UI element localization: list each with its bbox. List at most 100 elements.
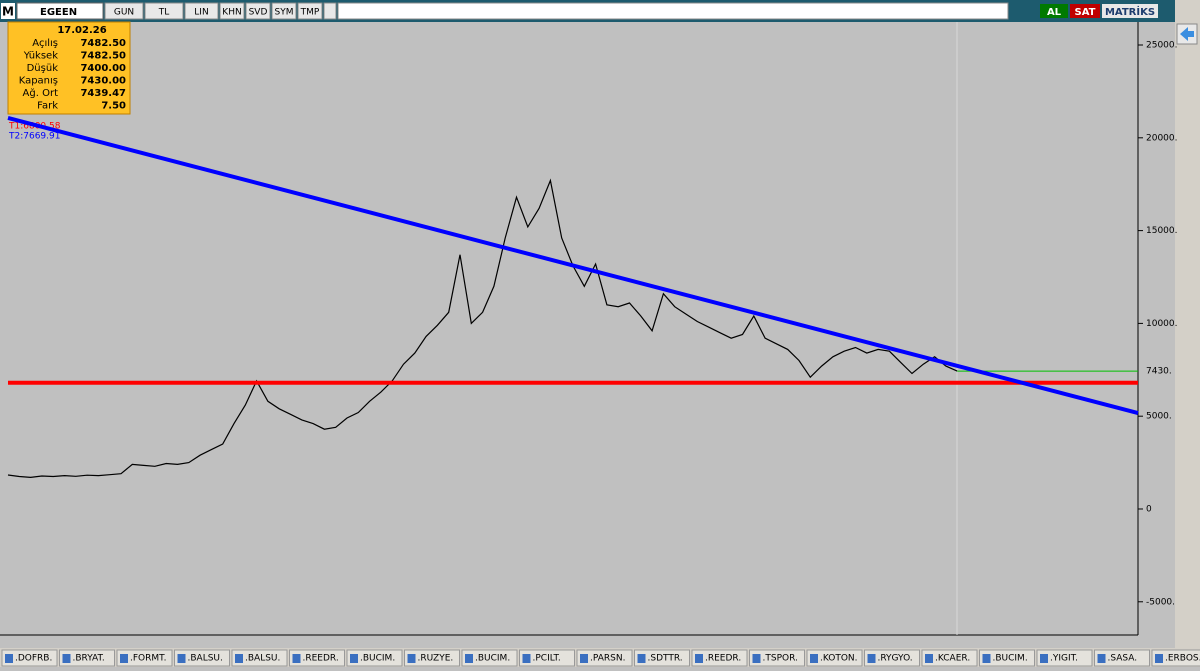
toolbar-button-label: TMP: [300, 8, 320, 18]
dropdown[interactable]: [323, 2, 337, 20]
tab-icon: [695, 654, 703, 663]
y-tick-label: 20000.: [1146, 133, 1178, 143]
tab-icon: [752, 654, 761, 663]
toolbar-button[interactable]: [104, 2, 144, 20]
tab-icon: [235, 654, 243, 663]
tab[interactable]: [519, 649, 575, 667]
toolbar-button-label: LIN: [194, 8, 208, 18]
info-value: 7430.00: [80, 76, 126, 87]
tab[interactable]: [231, 649, 288, 667]
price-line: [7, 178, 958, 479]
tab-icon: [292, 654, 301, 663]
y-axis-area: [1138, 22, 1175, 648]
info-value: 7.50: [101, 101, 126, 112]
plot-area: [0, 22, 1138, 635]
tab-label: .REEDR.: [303, 654, 339, 664]
tab-icon: [522, 654, 531, 663]
info-value: 7482.50: [80, 51, 126, 62]
tab-icon: [407, 654, 416, 663]
tab-label: .SASA.: [1108, 654, 1138, 664]
tab-icon: [120, 654, 128, 663]
tab[interactable]: [1151, 649, 1200, 667]
tab[interactable]: [576, 649, 633, 667]
tab[interactable]: [749, 649, 805, 667]
toolbar-button[interactable]: [297, 2, 323, 20]
toolbar-button[interactable]: [219, 2, 245, 20]
toolbar-button[interactable]: [184, 2, 219, 20]
tab-label: .KOTON.: [820, 654, 858, 664]
tab-label: .BALSU.: [245, 654, 280, 664]
info-value: 7482.50: [80, 38, 126, 49]
toolbar-button[interactable]: [144, 2, 184, 20]
info-value: 7439.47: [80, 88, 126, 99]
y-tick-label: -5000.: [1146, 597, 1175, 607]
tab-icon: [1097, 654, 1106, 663]
tab[interactable]: [116, 649, 173, 667]
side-panel: [1175, 0, 1200, 667]
toolbar-button[interactable]: [245, 2, 271, 20]
tab[interactable]: [806, 649, 863, 667]
tab-icon: [637, 654, 646, 663]
toolbar-button-label: GUN: [114, 8, 134, 18]
tab[interactable]: [979, 649, 1035, 667]
trend-line: [7, 116, 1139, 415]
symbol-box[interactable]: [16, 2, 104, 20]
tab-icon: [925, 654, 933, 663]
tab[interactable]: [1036, 649, 1093, 667]
tab[interactable]: [404, 649, 460, 667]
info-label: Ağ. Ort: [23, 87, 59, 99]
tab[interactable]: [1, 649, 58, 667]
info-date: 17.02.26: [57, 25, 106, 36]
tab-icon: [465, 654, 473, 663]
back-arrow: [1180, 27, 1194, 41]
tab[interactable]: [174, 649, 230, 667]
y-tick-label: 10000.: [1146, 319, 1178, 329]
tab-icon: [62, 654, 71, 663]
tab-icon: [5, 654, 13, 663]
logo: M: [2, 5, 14, 19]
tab[interactable]: [59, 649, 115, 667]
tab[interactable]: [1094, 649, 1150, 667]
trend-label: T2:7669.91: [8, 132, 60, 142]
tab[interactable]: [921, 649, 978, 667]
buy-button[interactable]: [1040, 4, 1068, 18]
info-panel: [7, 21, 131, 115]
tab-label: .BUCIM.: [360, 654, 395, 664]
info-label: Kapanış: [19, 76, 58, 87]
toolbar-button[interactable]: [271, 2, 297, 20]
tab[interactable]: [634, 649, 690, 667]
tab[interactable]: [461, 649, 518, 667]
tab-icon: [350, 654, 358, 663]
tab-icon: [982, 654, 991, 663]
sell-button[interactable]: [1070, 4, 1100, 18]
info-label: Açılış: [32, 38, 58, 49]
info-label: Fark: [37, 101, 58, 112]
sell-label: SAT: [1075, 7, 1096, 18]
symbol: EGEEN: [40, 7, 77, 18]
y-tick-label: 25000.: [1146, 41, 1178, 51]
toolbar-input[interactable]: [337, 2, 1009, 20]
tab-label: .SDTTR.: [648, 654, 683, 664]
tab-icon: [580, 654, 588, 663]
tab-label: .PARSN.: [590, 654, 625, 664]
tab[interactable]: [864, 649, 920, 667]
y-tick-label: 15000.: [1146, 226, 1178, 236]
tab[interactable]: [346, 649, 403, 667]
tab-label: .BUCIM.: [993, 654, 1028, 664]
tab-label: .BUCIM.: [475, 654, 510, 664]
buy-label: AL: [1047, 7, 1062, 18]
tab-label: .BRYAT.: [73, 654, 105, 664]
tab-label: .BALSU.: [188, 654, 223, 664]
tab-label: .TSPOR.: [763, 654, 798, 664]
y-tick-label: 5000.: [1146, 412, 1172, 422]
brand-box: [1102, 4, 1158, 18]
tab-icon: [1040, 654, 1048, 663]
tab-label: .REEDR.: [705, 654, 741, 664]
brand: MATRİKS: [1105, 4, 1155, 18]
tab[interactable]: [289, 649, 345, 667]
toolbar-button-label: TL: [158, 8, 170, 18]
info-label: Yüksek: [23, 51, 58, 62]
tab[interactable]: [691, 649, 748, 667]
tab-icon: [1155, 654, 1163, 663]
tab-label: .RYGYO.: [878, 654, 913, 664]
